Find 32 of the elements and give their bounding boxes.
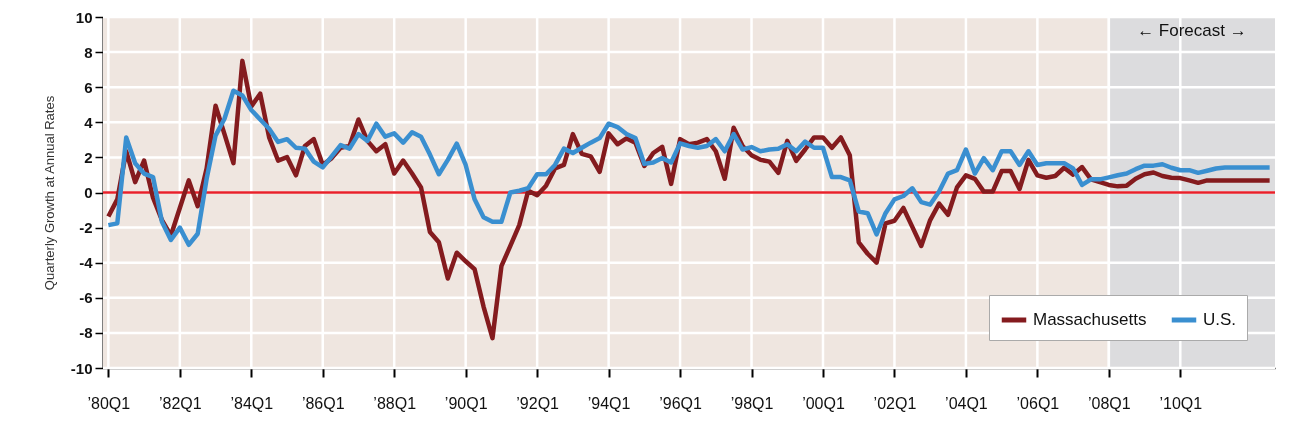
x-tick-label: ’06Q1: [1016, 394, 1060, 412]
x-tick-label: ’00Q1: [802, 394, 845, 412]
line-series: [106, 88, 1272, 248]
y-tick-label: 6: [84, 78, 93, 96]
x-tick-label: ’82Q1: [158, 394, 202, 412]
x-tick-label: ’04Q1: [945, 394, 988, 412]
y-tick-label: -8: [79, 324, 93, 342]
x-tick-label: ’98Q1: [730, 394, 774, 412]
x-tick-label: ’10Q1: [1159, 394, 1203, 412]
y-tick-label: -4: [79, 254, 94, 272]
y-tick-label: 4: [84, 113, 94, 131]
y-tick-label: -2: [79, 219, 93, 237]
x-tick-label: ’86Q1: [301, 394, 345, 412]
y-tick-label: -6: [79, 289, 93, 307]
x-tick-label: ’96Q1: [659, 394, 703, 412]
x-tick-label: ’94Q1: [587, 394, 631, 412]
x-tick-label: ’80Q1: [87, 394, 131, 412]
legend-label: Massachusetts: [1033, 310, 1147, 329]
annotation: ← Forecast →: [1137, 21, 1247, 40]
x-tick-label: ’08Q1: [1088, 394, 1131, 412]
y-tick-label: 0: [84, 184, 93, 201]
y-tick-label: 10: [75, 8, 93, 26]
x-tick-label: ’88Q1: [373, 394, 417, 412]
x-tick-label: ’92Q1: [516, 394, 560, 412]
x-tick-label: ’84Q1: [230, 394, 274, 412]
y-tick-label: 8: [84, 43, 93, 61]
legend-label: U.S.: [1203, 310, 1237, 329]
x-tick-label: ’02Q1: [873, 394, 917, 412]
y-tick-label: -10: [70, 359, 93, 377]
y-axis-title: Quarterly Growth at Annual Rates: [41, 95, 57, 291]
x-tick-label: ’90Q1: [444, 394, 488, 412]
y-tick-label: 2: [84, 148, 93, 166]
